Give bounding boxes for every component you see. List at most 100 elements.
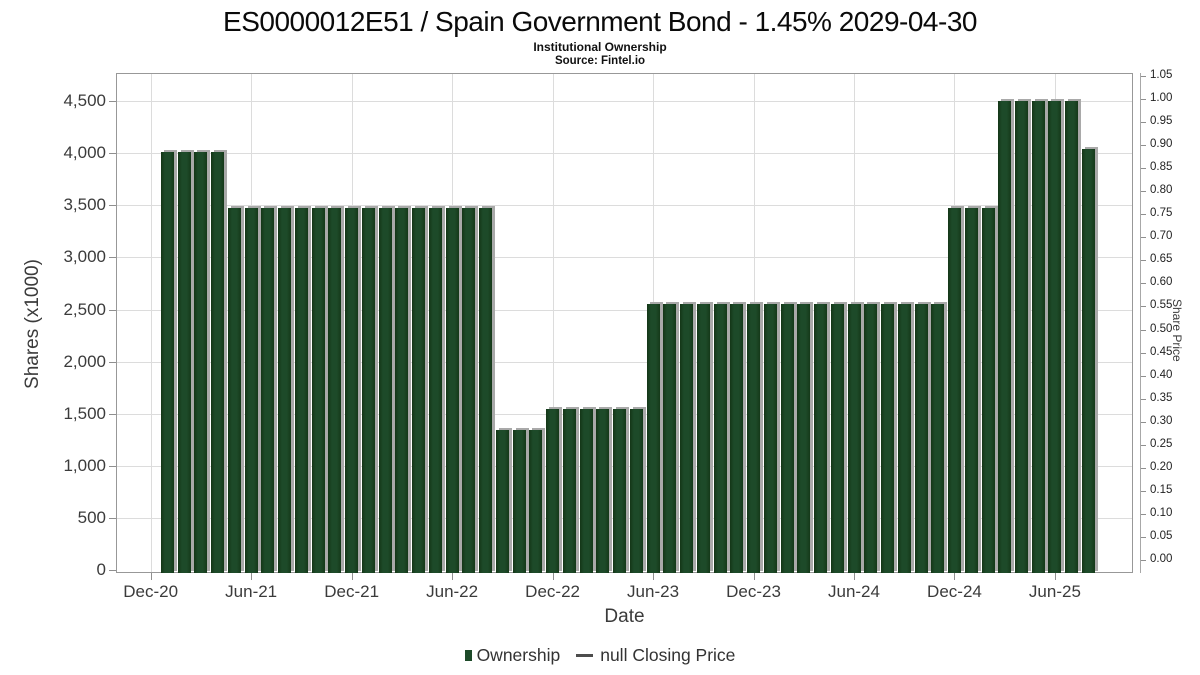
left-tick [109, 257, 116, 258]
ownership-bar[interactable] [797, 304, 811, 573]
ownership-bar[interactable] [763, 304, 777, 573]
ownership-bar[interactable] [194, 152, 208, 573]
ownership-bar[interactable] [713, 304, 727, 573]
left-tick [109, 205, 116, 206]
ownership-bar[interactable] [964, 208, 978, 573]
ownership-bar[interactable] [1065, 101, 1079, 573]
h-gridline [116, 153, 1133, 154]
right-tick-label: 0.10 [1150, 506, 1173, 519]
ownership-bar[interactable] [998, 101, 1012, 573]
ownership-bar[interactable] [596, 408, 610, 573]
left-tick-label: 1,000 [63, 455, 106, 475]
ownership-bar[interactable] [512, 430, 526, 573]
ownership-bar[interactable] [211, 152, 225, 573]
chart-subtitle: Institutional Ownership [533, 40, 667, 54]
ownership-bar[interactable] [629, 408, 643, 573]
ownership-bar[interactable] [847, 304, 861, 573]
ownership-bar[interactable] [814, 304, 827, 573]
legend: Ownership null Closing Price [0, 645, 1200, 666]
ownership-bar[interactable] [830, 304, 844, 573]
ownership-bar[interactable] [479, 208, 493, 573]
x-tick [553, 573, 554, 580]
left-tick [109, 570, 116, 571]
legend-item-closing-price[interactable]: null Closing Price [600, 645, 736, 665]
left-tick-label: 500 [77, 508, 106, 528]
ownership-bar[interactable] [696, 304, 710, 573]
ownership-bar[interactable] [261, 208, 275, 573]
ownership-bar[interactable] [780, 304, 794, 573]
x-tick-label: Jun-23 [627, 582, 680, 601]
ownership-bar[interactable] [981, 208, 995, 573]
ownership-bar[interactable] [428, 208, 442, 573]
ownership-bar[interactable] [562, 408, 576, 573]
ownership-bar[interactable] [931, 304, 945, 573]
right-tick-label: 0.15 [1150, 483, 1173, 496]
right-tick-label: 0.30 [1150, 414, 1173, 427]
ownership-bar[interactable] [1081, 149, 1095, 573]
ownership-bar[interactable] [881, 304, 894, 573]
ownership-bar[interactable] [345, 208, 359, 573]
ownership-bar[interactable] [529, 430, 543, 573]
right-tick-label: 1.05 [1150, 69, 1173, 81]
ownership-bar[interactable] [897, 304, 911, 573]
ownership-bar[interactable] [1014, 101, 1028, 573]
ownership-bar[interactable] [680, 304, 693, 573]
ownership-bar[interactable] [177, 152, 191, 573]
right-tick-label: 0.95 [1150, 115, 1173, 128]
x-tick-label: Dec-20 [123, 582, 179, 601]
legend-item-ownership[interactable]: Ownership [476, 645, 561, 665]
right-tick-label: 0.85 [1150, 161, 1173, 174]
ownership-bar[interactable] [546, 408, 560, 573]
ownership-bar[interactable] [613, 408, 627, 573]
ownership-bar[interactable] [160, 152, 174, 573]
ownership-bar[interactable] [864, 304, 878, 573]
right-tick-label: 0.90 [1150, 138, 1173, 151]
ownership-bar[interactable] [495, 430, 509, 573]
x-tick-label: Jun-25 [1028, 582, 1081, 601]
ownership-bar[interactable] [412, 208, 426, 573]
x-axis-title: Date [604, 606, 645, 627]
right-tick-label: 0.65 [1150, 253, 1173, 266]
x-tick-label: Jun-22 [426, 582, 479, 601]
right-tick [1140, 306, 1146, 307]
right-tick [1140, 260, 1146, 261]
ownership-bar[interactable] [244, 208, 258, 573]
x-tick-label: Jun-21 [225, 582, 278, 601]
ownership-bar[interactable] [227, 208, 241, 573]
left-tick [109, 414, 116, 415]
right-tick [1140, 214, 1146, 215]
right-tick [1140, 330, 1146, 331]
right-tick [1140, 422, 1146, 423]
x-tick [854, 573, 855, 580]
ownership-bar[interactable] [361, 208, 375, 573]
ownership-bar[interactable] [730, 304, 744, 573]
x-tick-label: Dec-24 [927, 582, 982, 601]
left-tick-label: 2,000 [63, 351, 106, 371]
ownership-bar[interactable] [1048, 101, 1062, 573]
x-tick-label: Jun-24 [827, 582, 880, 601]
v-gridline [553, 73, 554, 573]
left-tick-label: 1,500 [63, 403, 106, 423]
ownership-bar[interactable] [278, 208, 292, 573]
left-tick-label: 3,000 [63, 247, 106, 267]
ownership-bar[interactable] [445, 208, 459, 573]
ownership-bar[interactable] [579, 408, 593, 573]
ownership-bar[interactable] [462, 208, 476, 573]
ownership-bar[interactable] [1031, 101, 1045, 573]
x-tick [653, 573, 654, 580]
ownership-bar[interactable] [294, 208, 308, 573]
right-tick [1140, 560, 1146, 561]
ownership-bar[interactable] [328, 208, 342, 573]
x-tick [251, 573, 252, 580]
ownership-bar[interactable] [646, 304, 660, 573]
ownership-bar[interactable] [948, 208, 961, 573]
right-tick-label: 0.20 [1150, 460, 1173, 473]
ownership-bar[interactable] [378, 208, 392, 573]
h-gridline [116, 362, 1133, 363]
ownership-bar[interactable] [747, 304, 760, 573]
ownership-bar[interactable] [914, 304, 928, 573]
left-tick-label: 4,000 [63, 143, 106, 163]
ownership-bar[interactable] [311, 208, 325, 573]
ownership-bar[interactable] [395, 208, 409, 573]
ownership-bar[interactable] [663, 304, 677, 573]
